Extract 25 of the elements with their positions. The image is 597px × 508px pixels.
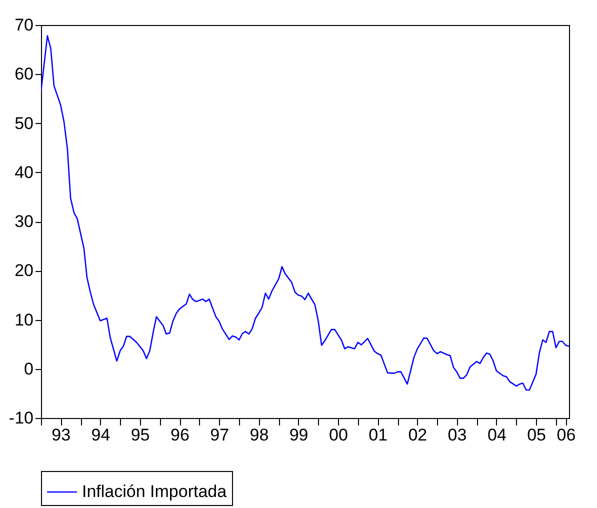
x-tick-label: 95: [130, 426, 150, 444]
x-tick-label: 02: [408, 426, 428, 444]
x-tick-label: 94: [91, 426, 110, 444]
x-tick-label: 00: [329, 426, 348, 444]
x-tick-label: 99: [289, 426, 308, 444]
legend-label: Inflación Importada: [82, 482, 228, 501]
x-tick-label: 93: [52, 426, 71, 444]
y-tick-label: 20: [14, 261, 34, 280]
y-tick-label: 0: [24, 359, 34, 378]
x-tick-label: 05: [527, 426, 546, 444]
x-tick-label: 97: [210, 426, 230, 444]
line-series: [41, 35, 569, 391]
x-tick-label: 04: [487, 426, 506, 444]
x-tick-label: 01: [368, 426, 388, 444]
x-tick-label: 96: [170, 426, 190, 444]
y-tick-label: 10: [14, 310, 34, 330]
x-tick-label: 03: [448, 426, 467, 444]
y-tick-label: 50: [14, 114, 34, 133]
x-tick-label: 98: [250, 426, 269, 444]
x-tick-label: 06: [556, 426, 576, 444]
y-tick-label: 70: [14, 16, 34, 34]
y-tick-label: 40: [14, 162, 34, 182]
y-tick-label: 60: [14, 64, 34, 84]
y-tick-label: -10: [8, 408, 34, 428]
y-tick-label: 30: [14, 212, 34, 231]
